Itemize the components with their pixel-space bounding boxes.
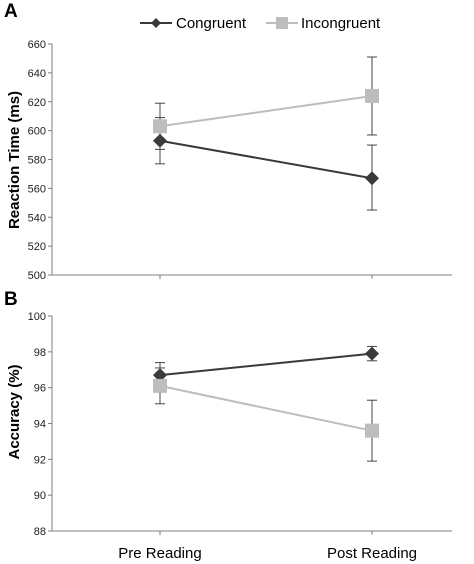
y-tick-label-rt: 620	[28, 97, 46, 109]
y-tick-label-acc: 96	[34, 383, 46, 395]
y-tick-label-acc: 88	[34, 526, 46, 538]
y-tick-label-rt: 500	[28, 270, 46, 282]
point-incongruent-acc	[365, 423, 379, 438]
y-tick-label-acc: 94	[34, 419, 46, 431]
y-tick-label-acc: 100	[28, 311, 46, 323]
legend-incongruent-square-icon	[276, 17, 288, 29]
point-incongruent-rt	[153, 119, 167, 134]
y-axis-label-rt: Reaction Time (ms)	[6, 91, 23, 229]
y-tick-label-rt: 640	[28, 68, 46, 80]
point-incongruent-acc	[153, 378, 167, 393]
y-tick-label-rt: 520	[28, 241, 46, 253]
legend: Congruent Incongruent	[140, 15, 381, 32]
legend-congruent-label: Congruent	[176, 15, 247, 32]
x-tick-label-pre: Pre Reading	[118, 545, 201, 562]
y-tick-label-rt: 600	[28, 126, 46, 138]
y-tick-label-rt: 540	[28, 212, 46, 224]
y-tick-label-rt: 580	[28, 155, 46, 167]
legend-congruent-diamond-icon	[151, 18, 161, 28]
y-tick-label-acc: 98	[34, 347, 46, 359]
legend-incongruent-label: Incongruent	[301, 15, 381, 32]
y-axis-label-acc: Accuracy (%)	[6, 364, 23, 459]
series-line-congruent-rt	[159, 139, 373, 180]
y-tick-label-rt: 660	[28, 39, 46, 51]
point-incongruent-rt	[365, 88, 379, 103]
x-tick-label-post: Post Reading	[327, 545, 417, 562]
series-line-incongruent-acc	[159, 384, 373, 432]
series-line-congruent-acc	[159, 352, 373, 377]
y-tick-label-rt: 560	[28, 183, 46, 195]
point-congruent-rt	[365, 171, 379, 186]
panel-label-b: B	[4, 289, 18, 310]
series-line-incongruent-rt	[159, 94, 373, 128]
y-tick-label-acc: 90	[34, 490, 46, 502]
y-tick-label-acc: 92	[34, 454, 46, 466]
panel-label-a: A	[4, 1, 18, 22]
point-congruent-acc	[365, 346, 379, 361]
